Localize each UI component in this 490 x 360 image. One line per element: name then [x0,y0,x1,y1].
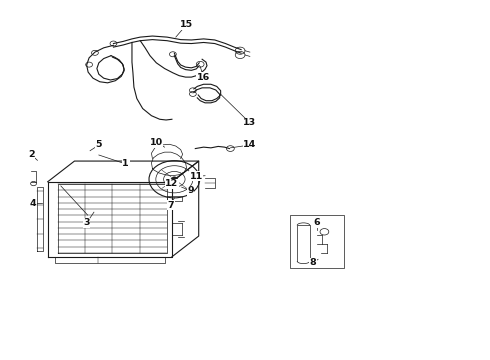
Bar [290,215,344,267]
Circle shape [171,177,178,182]
Text: 14: 14 [243,140,256,149]
Text: 16: 16 [197,73,210,82]
Text: 9: 9 [187,186,194,195]
Text: 15: 15 [180,20,193,29]
Text: 13: 13 [244,118,256,127]
Text: 5: 5 [96,140,102,149]
Text: 7: 7 [168,201,174,210]
Text: 10: 10 [150,138,163,147]
Text: 4: 4 [30,199,36,208]
Text: 12: 12 [165,179,178,188]
Text: 6: 6 [314,219,320,228]
Text: 8: 8 [310,258,317,267]
Text: 2: 2 [28,150,35,159]
Text: 1: 1 [122,159,129,168]
Text: 11: 11 [190,172,203,181]
Text: 3: 3 [83,219,90,228]
